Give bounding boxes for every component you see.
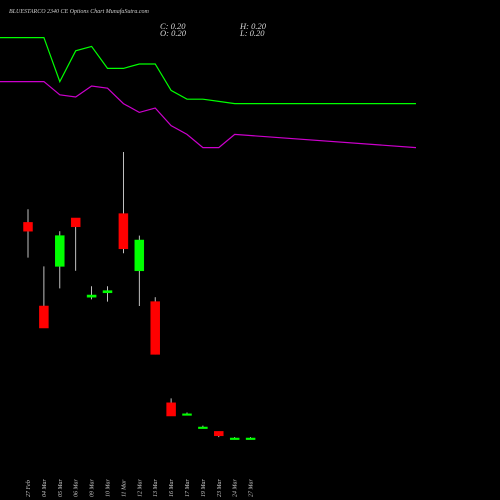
x-tick-label: 27 Mar (249, 479, 255, 497)
candle-body (102, 290, 113, 294)
x-tick-label: 11 Mar (121, 479, 127, 497)
x-tick-label: 16 Mar (169, 479, 175, 497)
chart-title: BLUESTARCO 2340 CE Options Chart MunafaS… (9, 9, 149, 15)
ma-fast-line (0, 36, 416, 105)
candle-body (214, 431, 224, 437)
candle-body (229, 437, 240, 440)
candle-body (182, 413, 192, 416)
x-tick-label: 19 Mar (201, 479, 207, 497)
x-tick-label: 04 Mar (41, 479, 48, 497)
candle-body (55, 235, 65, 267)
x-tick-label: 06 Mar (74, 479, 80, 497)
open-value: O: 0.20 (160, 28, 186, 38)
candle-body (39, 305, 49, 329)
x-tick-label: 23 Mar (217, 479, 223, 497)
candle-body (118, 213, 129, 250)
ma-slow-line (0, 80, 417, 149)
low-value: L: 0.20 (240, 28, 265, 38)
candle-body (23, 222, 33, 232)
candle-body (150, 301, 160, 355)
candle-body (198, 426, 208, 429)
high-value: H: 0.20 (240, 21, 266, 31)
close-value: C: 0.20 (160, 21, 186, 31)
x-tick-label: 12 Mar (137, 479, 143, 497)
x-tick-label: 24 Mar (232, 479, 239, 497)
x-tick-label: 09 Mar (90, 479, 96, 497)
x-tick-label: 17 Mar (185, 479, 191, 497)
x-tick-label: 10 Mar (106, 479, 112, 497)
candle-body (134, 239, 145, 272)
candle-body (166, 402, 176, 417)
candle-body (70, 217, 81, 228)
x-tick-label: 05 Mar (58, 479, 64, 497)
candle-body (245, 437, 256, 440)
candle-body (86, 294, 97, 298)
x-tick-label: 13 Mar (153, 479, 159, 497)
x-tick-label: 27 Feb (26, 480, 32, 497)
